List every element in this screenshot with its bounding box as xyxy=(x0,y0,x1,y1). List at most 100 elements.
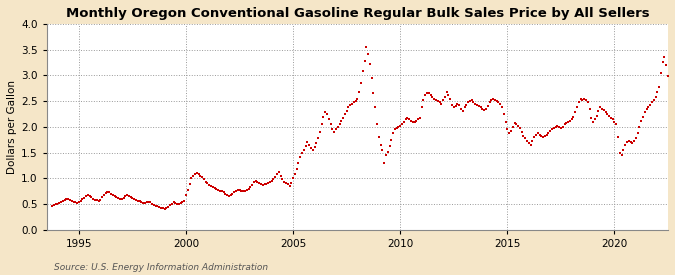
Point xyxy=(427,95,438,99)
Point xyxy=(578,96,589,101)
Point xyxy=(88,197,99,201)
Point xyxy=(248,180,259,185)
Point xyxy=(323,117,334,121)
Point xyxy=(181,192,192,197)
Point xyxy=(564,119,575,123)
Point xyxy=(479,108,489,112)
Point xyxy=(131,198,142,202)
Point xyxy=(152,204,163,208)
Point xyxy=(55,200,66,205)
Point xyxy=(95,198,106,202)
Point xyxy=(639,110,650,115)
Point xyxy=(281,181,292,186)
Point xyxy=(332,125,343,129)
Point xyxy=(422,91,433,96)
Point xyxy=(336,119,347,123)
Point xyxy=(395,123,406,128)
Point xyxy=(49,202,59,207)
Point xyxy=(477,107,488,111)
Point xyxy=(168,200,179,205)
Point xyxy=(209,185,220,190)
Point xyxy=(434,100,445,104)
Point xyxy=(318,114,329,119)
Point xyxy=(97,195,107,200)
Point xyxy=(367,76,377,80)
Point xyxy=(91,198,102,203)
Point xyxy=(229,189,240,194)
Point xyxy=(293,161,304,165)
Point xyxy=(140,201,151,205)
Point xyxy=(93,199,104,204)
Point xyxy=(215,188,225,193)
Point xyxy=(558,125,568,129)
Point xyxy=(589,117,600,121)
Point xyxy=(497,105,508,109)
Point xyxy=(384,144,395,148)
Point xyxy=(588,119,599,124)
Point xyxy=(200,180,211,184)
Point xyxy=(338,116,348,120)
Point xyxy=(154,204,165,209)
Point xyxy=(65,198,76,203)
Point xyxy=(151,204,161,208)
Point xyxy=(141,200,152,205)
Point xyxy=(412,117,423,121)
Point xyxy=(196,175,207,180)
Point xyxy=(213,188,223,192)
Point xyxy=(452,101,463,106)
Point xyxy=(536,134,547,138)
Point xyxy=(221,192,232,197)
Point xyxy=(559,122,570,127)
Point xyxy=(148,202,159,207)
Point xyxy=(317,122,327,127)
Point xyxy=(204,183,215,187)
Point xyxy=(329,130,340,134)
Point xyxy=(72,201,82,205)
Point xyxy=(423,91,434,96)
Point xyxy=(307,148,318,152)
Point xyxy=(361,45,372,49)
Point xyxy=(331,127,342,132)
Point xyxy=(295,155,306,159)
Point xyxy=(311,141,322,145)
Point xyxy=(191,171,202,175)
Point xyxy=(406,119,416,123)
Point xyxy=(605,116,616,120)
Point xyxy=(624,139,634,144)
Point xyxy=(190,172,200,176)
Point xyxy=(79,196,90,200)
Point xyxy=(313,136,323,140)
Point xyxy=(568,114,579,119)
Point xyxy=(375,143,386,147)
Point xyxy=(534,132,545,137)
Point xyxy=(447,103,458,108)
Point xyxy=(242,188,252,192)
Point xyxy=(431,98,441,102)
Point xyxy=(547,127,558,132)
Point xyxy=(182,188,193,192)
Point xyxy=(661,63,672,67)
Point xyxy=(541,132,552,137)
Text: Source: U.S. Energy Information Administration: Source: U.S. Energy Information Administ… xyxy=(54,263,268,272)
Point xyxy=(227,192,238,196)
Point xyxy=(206,184,217,188)
Point xyxy=(625,140,636,144)
Point xyxy=(116,197,127,201)
Point xyxy=(527,139,538,144)
Point xyxy=(489,98,500,102)
Point xyxy=(514,126,525,130)
Point xyxy=(265,180,275,185)
Point xyxy=(267,179,277,183)
Point xyxy=(498,112,509,116)
Point xyxy=(583,100,593,104)
Point xyxy=(456,107,466,111)
Point xyxy=(486,98,497,102)
Point xyxy=(409,119,420,124)
Point xyxy=(176,201,186,205)
Point xyxy=(322,112,333,116)
Point xyxy=(531,132,541,137)
Point xyxy=(345,103,356,108)
Point xyxy=(563,119,574,124)
Point xyxy=(348,100,359,104)
Point xyxy=(115,197,126,201)
